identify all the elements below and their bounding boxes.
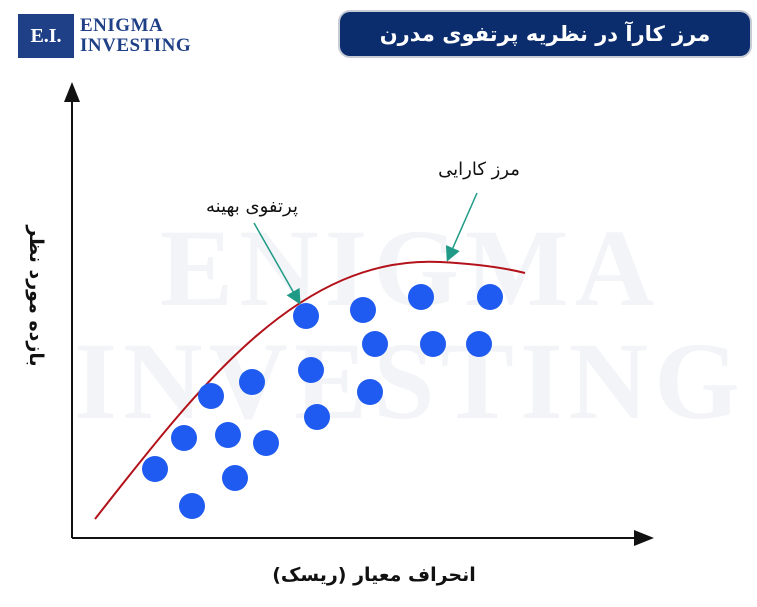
portfolio-dot <box>239 369 265 395</box>
portfolio-dot <box>350 297 376 323</box>
portfolio-dot <box>222 465 248 491</box>
frontier-pointer-arrow <box>445 192 478 262</box>
logo-line-1: Enigma <box>80 15 164 36</box>
portfolio-dot <box>142 456 168 482</box>
portfolio-dots <box>142 284 503 519</box>
optimal-pointer-arrow <box>253 222 301 305</box>
portfolio-dot <box>408 284 434 310</box>
portfolio-dot <box>253 430 279 456</box>
logo-line-2: Investing <box>80 35 192 56</box>
portfolio-dot <box>179 493 205 519</box>
portfolio-dot <box>477 284 503 310</box>
portfolio-dot <box>298 357 324 383</box>
watermark-line-2: INVESTING <box>74 320 745 442</box>
efficient-frontier-curve <box>94 260 526 520</box>
portfolio-dot <box>357 379 383 405</box>
portfolio-dot <box>362 331 388 357</box>
portfolio-dot <box>304 404 330 430</box>
frontier-label: مرز کارایی <box>438 159 520 180</box>
title-banner: مرز کارآ در نظریه پرتفوی مدرن <box>340 12 750 56</box>
x-axis-label: انحراف معیار (ریسک) <box>272 564 476 586</box>
portfolio-dot <box>198 383 224 409</box>
portfolio-dot <box>215 422 241 448</box>
logo-wordmark: Enigma Investing <box>80 16 191 56</box>
logo: E.I. Enigma Investing <box>18 14 191 58</box>
portfolio-dot <box>420 331 446 357</box>
portfolio-dot <box>466 331 492 357</box>
portfolio-dot <box>171 425 197 451</box>
optimal-portfolio-label: پرتفوی بهینه <box>206 196 298 217</box>
y-axis-label: بازده مورد نظر <box>25 224 47 366</box>
watermark-line-1: ENIGMA <box>160 207 660 329</box>
page-title: مرز کارآ در نظریه پرتفوی مدرن <box>379 22 711 46</box>
portfolio-dot <box>293 303 319 329</box>
logo-badge: E.I. <box>18 14 74 58</box>
